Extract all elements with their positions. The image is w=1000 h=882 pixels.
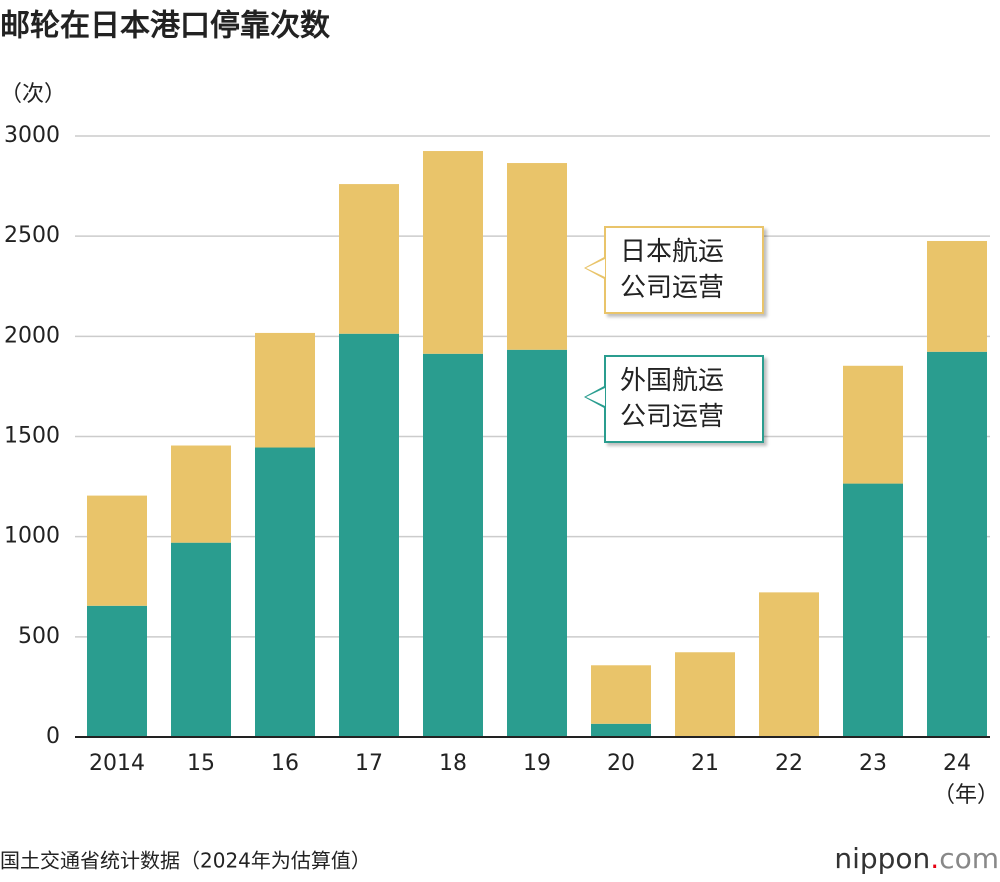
x-tick-label: 2014 xyxy=(89,751,145,776)
logo-part: nippon xyxy=(834,842,930,875)
y-tick-label: 1000 xyxy=(4,524,60,549)
legend-item: 日本航运公司运营 xyxy=(584,226,764,314)
y-tick-label: 2500 xyxy=(4,223,60,248)
bar-segment xyxy=(759,592,819,737)
logo-part: com xyxy=(939,842,999,875)
bar-segment xyxy=(507,349,567,737)
x-unit: （年） xyxy=(933,783,999,808)
x-tick-label: 19 xyxy=(523,751,551,776)
legend-item: 外国航运公司运营 xyxy=(584,355,764,443)
bar-segment xyxy=(339,184,399,334)
bar-segment xyxy=(423,151,483,354)
x-tick-label: 21 xyxy=(691,751,719,776)
x-tick-label: 20 xyxy=(607,751,635,776)
bar-segment xyxy=(843,483,903,737)
x-tick-label: 16 xyxy=(271,751,299,776)
y-unit: （次） xyxy=(0,82,66,107)
y-tick-label: 500 xyxy=(18,624,60,649)
bar-segment xyxy=(507,163,567,350)
bar-segment xyxy=(171,542,231,737)
bar-segment xyxy=(87,495,147,606)
bar-segment xyxy=(591,723,651,737)
chart-title: 邮轮在日本港口停靠次数 xyxy=(0,9,331,44)
logo-part: . xyxy=(930,842,939,875)
bar-segment xyxy=(927,351,987,737)
y-tick-label: 3000 xyxy=(4,123,60,148)
bar-segment xyxy=(591,665,651,724)
bar-segment xyxy=(255,447,315,737)
bar-segment xyxy=(843,365,903,484)
x-tick-label: 24 xyxy=(943,751,971,776)
logo: nippon.com xyxy=(834,842,999,875)
y-tick-label: 1500 xyxy=(4,424,60,449)
x-tick-label: 23 xyxy=(859,751,887,776)
bar-segment xyxy=(339,333,399,737)
x-tick-label: 18 xyxy=(439,751,467,776)
source: 国土交通省统计数据（2024年为估算值） xyxy=(0,849,371,873)
y-tick-label: 0 xyxy=(46,724,60,749)
bar-segment xyxy=(87,605,147,737)
bar-segment xyxy=(171,445,231,543)
x-tick-label: 15 xyxy=(187,751,215,776)
bar-segment xyxy=(423,353,483,737)
bar-segment xyxy=(675,652,735,737)
x-tick-label: 22 xyxy=(775,751,803,776)
bar-segment xyxy=(255,332,315,448)
x-tick-label: 17 xyxy=(355,751,383,776)
bar-segment xyxy=(927,240,987,352)
y-tick-label: 2000 xyxy=(4,323,60,348)
